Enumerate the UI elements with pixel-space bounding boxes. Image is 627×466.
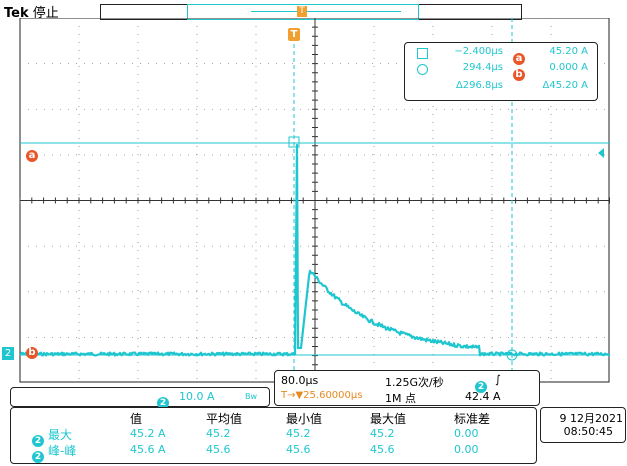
trigger-level-arrow[interactable] xyxy=(598,148,604,158)
cursor-1-time: −2.400μs xyxy=(454,46,503,57)
sample-rate: 1.25G次/秒 xyxy=(385,376,444,389)
cursor-b-marker[interactable]: b xyxy=(26,340,38,359)
channel-2-badge: 2 xyxy=(157,390,169,409)
cursor-1-value: 45.20 A xyxy=(549,46,588,57)
channel-2-ground-marker[interactable]: 2 xyxy=(2,347,14,360)
cursor-a-marker[interactable]: a xyxy=(26,143,38,162)
cursor-2-time: 294.4μs xyxy=(462,62,503,73)
meas-header-std: 标准差 xyxy=(454,412,491,426)
timebase-panel[interactable]: 80.0μs 1.25G次/秒 2 ∫ T→▼25.60000μs 1M 点 4… xyxy=(274,370,540,406)
cursor-1-square xyxy=(288,136,300,148)
cursor-delta-value: Δ45.20 A xyxy=(542,80,589,91)
cursor-a-badge: a xyxy=(513,46,525,65)
meas-row-1-std: 0.00 xyxy=(454,427,479,440)
record-view-window[interactable] xyxy=(187,4,419,20)
meas-header-mean: 平均值 xyxy=(206,412,243,426)
trigger-position-marker[interactable]: T xyxy=(288,28,300,41)
channel-scale: 10.0 A xyxy=(179,390,215,403)
meas-row-2-min: 45.6 xyxy=(286,443,311,456)
meas-row-2-mean: 45.6 xyxy=(206,443,231,456)
header: Tek 停止 xyxy=(4,2,59,21)
cursor-2-value: 0.000 A xyxy=(549,62,588,73)
waveform-display[interactable] xyxy=(10,18,610,383)
bandwidth-limit-icon: Bw xyxy=(245,392,258,401)
run-state: 停止 xyxy=(32,6,59,21)
meas-row-1-min: 45.2 xyxy=(286,427,311,440)
meas-row-2-std: 0.00 xyxy=(454,443,479,456)
record-line xyxy=(251,11,401,12)
datetime-panel: 9 12月2021 08:50:45 xyxy=(540,407,626,443)
meas-row-1-name: 最大 xyxy=(48,428,73,442)
meas-header-max: 最大值 xyxy=(370,412,407,426)
channel-info-bar[interactable]: 2 10.0 A Bw xyxy=(10,387,270,409)
meas-row-1-max: 45.2 xyxy=(370,427,395,440)
trigger-level: 42.4 A xyxy=(465,390,501,403)
meas-header-value: 值 xyxy=(130,412,143,426)
measurement-panel xyxy=(10,407,537,464)
meas-row-2-channel: 2 xyxy=(32,444,44,463)
cursor-square-icon xyxy=(417,48,428,59)
cursor-circle-icon xyxy=(417,64,428,75)
time-text: 08:50:45 xyxy=(563,425,613,438)
horizontal-scale: 80.0μs xyxy=(281,374,319,387)
cursor-delta-time: Δ296.8μs xyxy=(455,80,503,91)
meas-row-1-channel: 2 xyxy=(32,428,44,447)
date-text: 9 12月2021 xyxy=(559,412,624,425)
cursor-readout-panel: −2.400μs a 45.20 A 294.4μs b 0.000 A Δ29… xyxy=(404,42,598,101)
meas-row-2-value: 45.6 A xyxy=(130,443,166,456)
record-length: 1M 点 xyxy=(385,392,416,405)
meas-row-1-value: 45.2 A xyxy=(130,427,166,440)
waveform-trace xyxy=(19,143,610,357)
meas-row-2-name: 峰-峰 xyxy=(48,444,77,458)
cursor-b-badge: b xyxy=(513,62,525,81)
meas-row-1-mean: 45.2 xyxy=(206,427,231,440)
brand-logo: Tek xyxy=(4,6,29,21)
meas-row-2-max: 45.6 xyxy=(370,443,395,456)
record-overview-bar[interactable]: T xyxy=(100,4,522,20)
trigger-position: T→▼25.60000μs xyxy=(281,390,363,401)
trigger-channel-badge: 2 xyxy=(475,374,487,393)
meas-header-min: 最小值 xyxy=(286,412,323,426)
record-trigger-icon: T xyxy=(297,6,307,17)
trigger-slope-icon: ∫ xyxy=(495,373,501,386)
